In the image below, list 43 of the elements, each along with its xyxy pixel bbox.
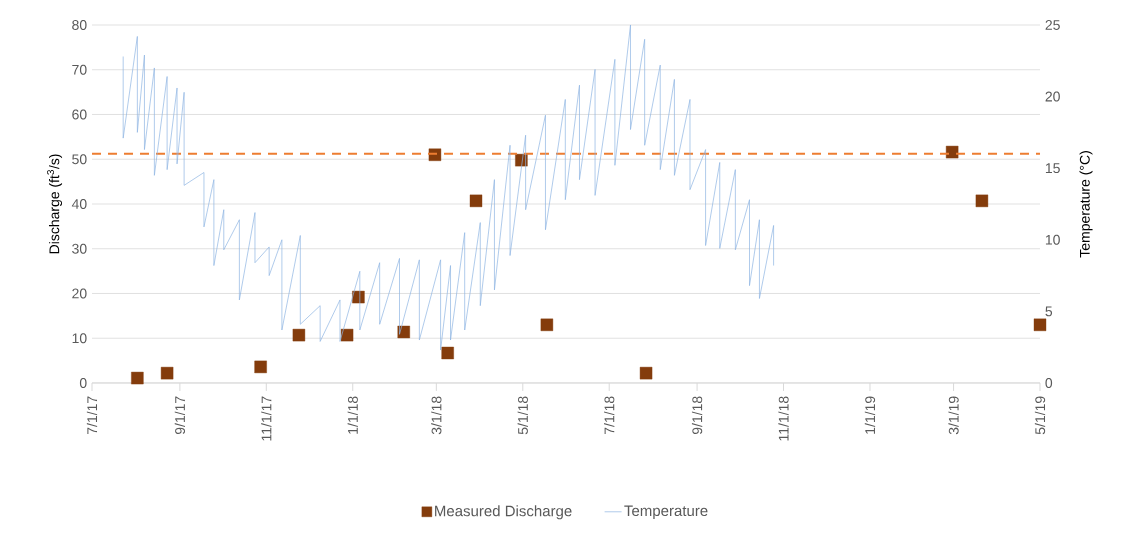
point xyxy=(1033,318,1047,332)
x-tick-label: 9/1/17 xyxy=(174,396,186,435)
legend-label: Measured Discharge xyxy=(435,505,572,520)
y2-tick-label: 10 xyxy=(1045,234,1060,245)
point xyxy=(540,318,554,332)
y2-tick-label: 5 xyxy=(1045,306,1053,317)
x-tick-label: 11/1/18 xyxy=(778,396,789,441)
point xyxy=(639,366,653,380)
point xyxy=(131,371,144,385)
y-tick-label: 0 xyxy=(79,378,87,388)
x-tick-label: 9/1/18 xyxy=(691,396,703,435)
y-tick-label: 80 xyxy=(72,20,87,30)
x-tick-label: 7/1/17 xyxy=(86,396,98,435)
x-tick-label: 3/1/18 xyxy=(431,396,442,435)
x-tick-label: 1/1/19 xyxy=(864,396,876,434)
x-tick-label: 7/1/18 xyxy=(604,396,615,435)
y-tick-label: 10 xyxy=(72,333,87,344)
point xyxy=(441,346,454,360)
y-tick-label: 30 xyxy=(72,243,87,254)
x-tick-label: 3/1/19 xyxy=(948,396,959,435)
y-tick-label: 60 xyxy=(72,109,87,120)
point xyxy=(945,145,959,159)
point xyxy=(160,366,174,380)
point xyxy=(469,194,483,208)
point xyxy=(975,194,989,208)
y2-tick-label: 15 xyxy=(1045,163,1060,174)
y2-axis-title: Temperature (°C) xyxy=(1079,151,1093,258)
y-tick-label: 70 xyxy=(72,64,87,75)
y-axis-title: Discharge (ft$^{3}$/s) xyxy=(47,154,63,254)
x-tick-label: 1/1/18 xyxy=(347,396,358,434)
y2-tick-label: 25 xyxy=(1045,20,1060,30)
y2-tick-label: 20 xyxy=(1045,91,1060,102)
y-tick-label: 50 xyxy=(72,154,87,165)
point xyxy=(340,328,354,342)
y2-tick-label: 0 xyxy=(1045,378,1053,388)
x-tick-label: 5/1/19 xyxy=(1034,396,1046,435)
legend-label: Temperature xyxy=(624,505,708,520)
point xyxy=(254,360,267,374)
x-tick-label: 5/1/18 xyxy=(517,396,528,435)
y-tick-label: 40 xyxy=(71,199,87,209)
y-tick-label: 20 xyxy=(72,288,87,299)
point xyxy=(292,328,306,342)
x-tick-label: 11/1/17 xyxy=(261,396,272,441)
